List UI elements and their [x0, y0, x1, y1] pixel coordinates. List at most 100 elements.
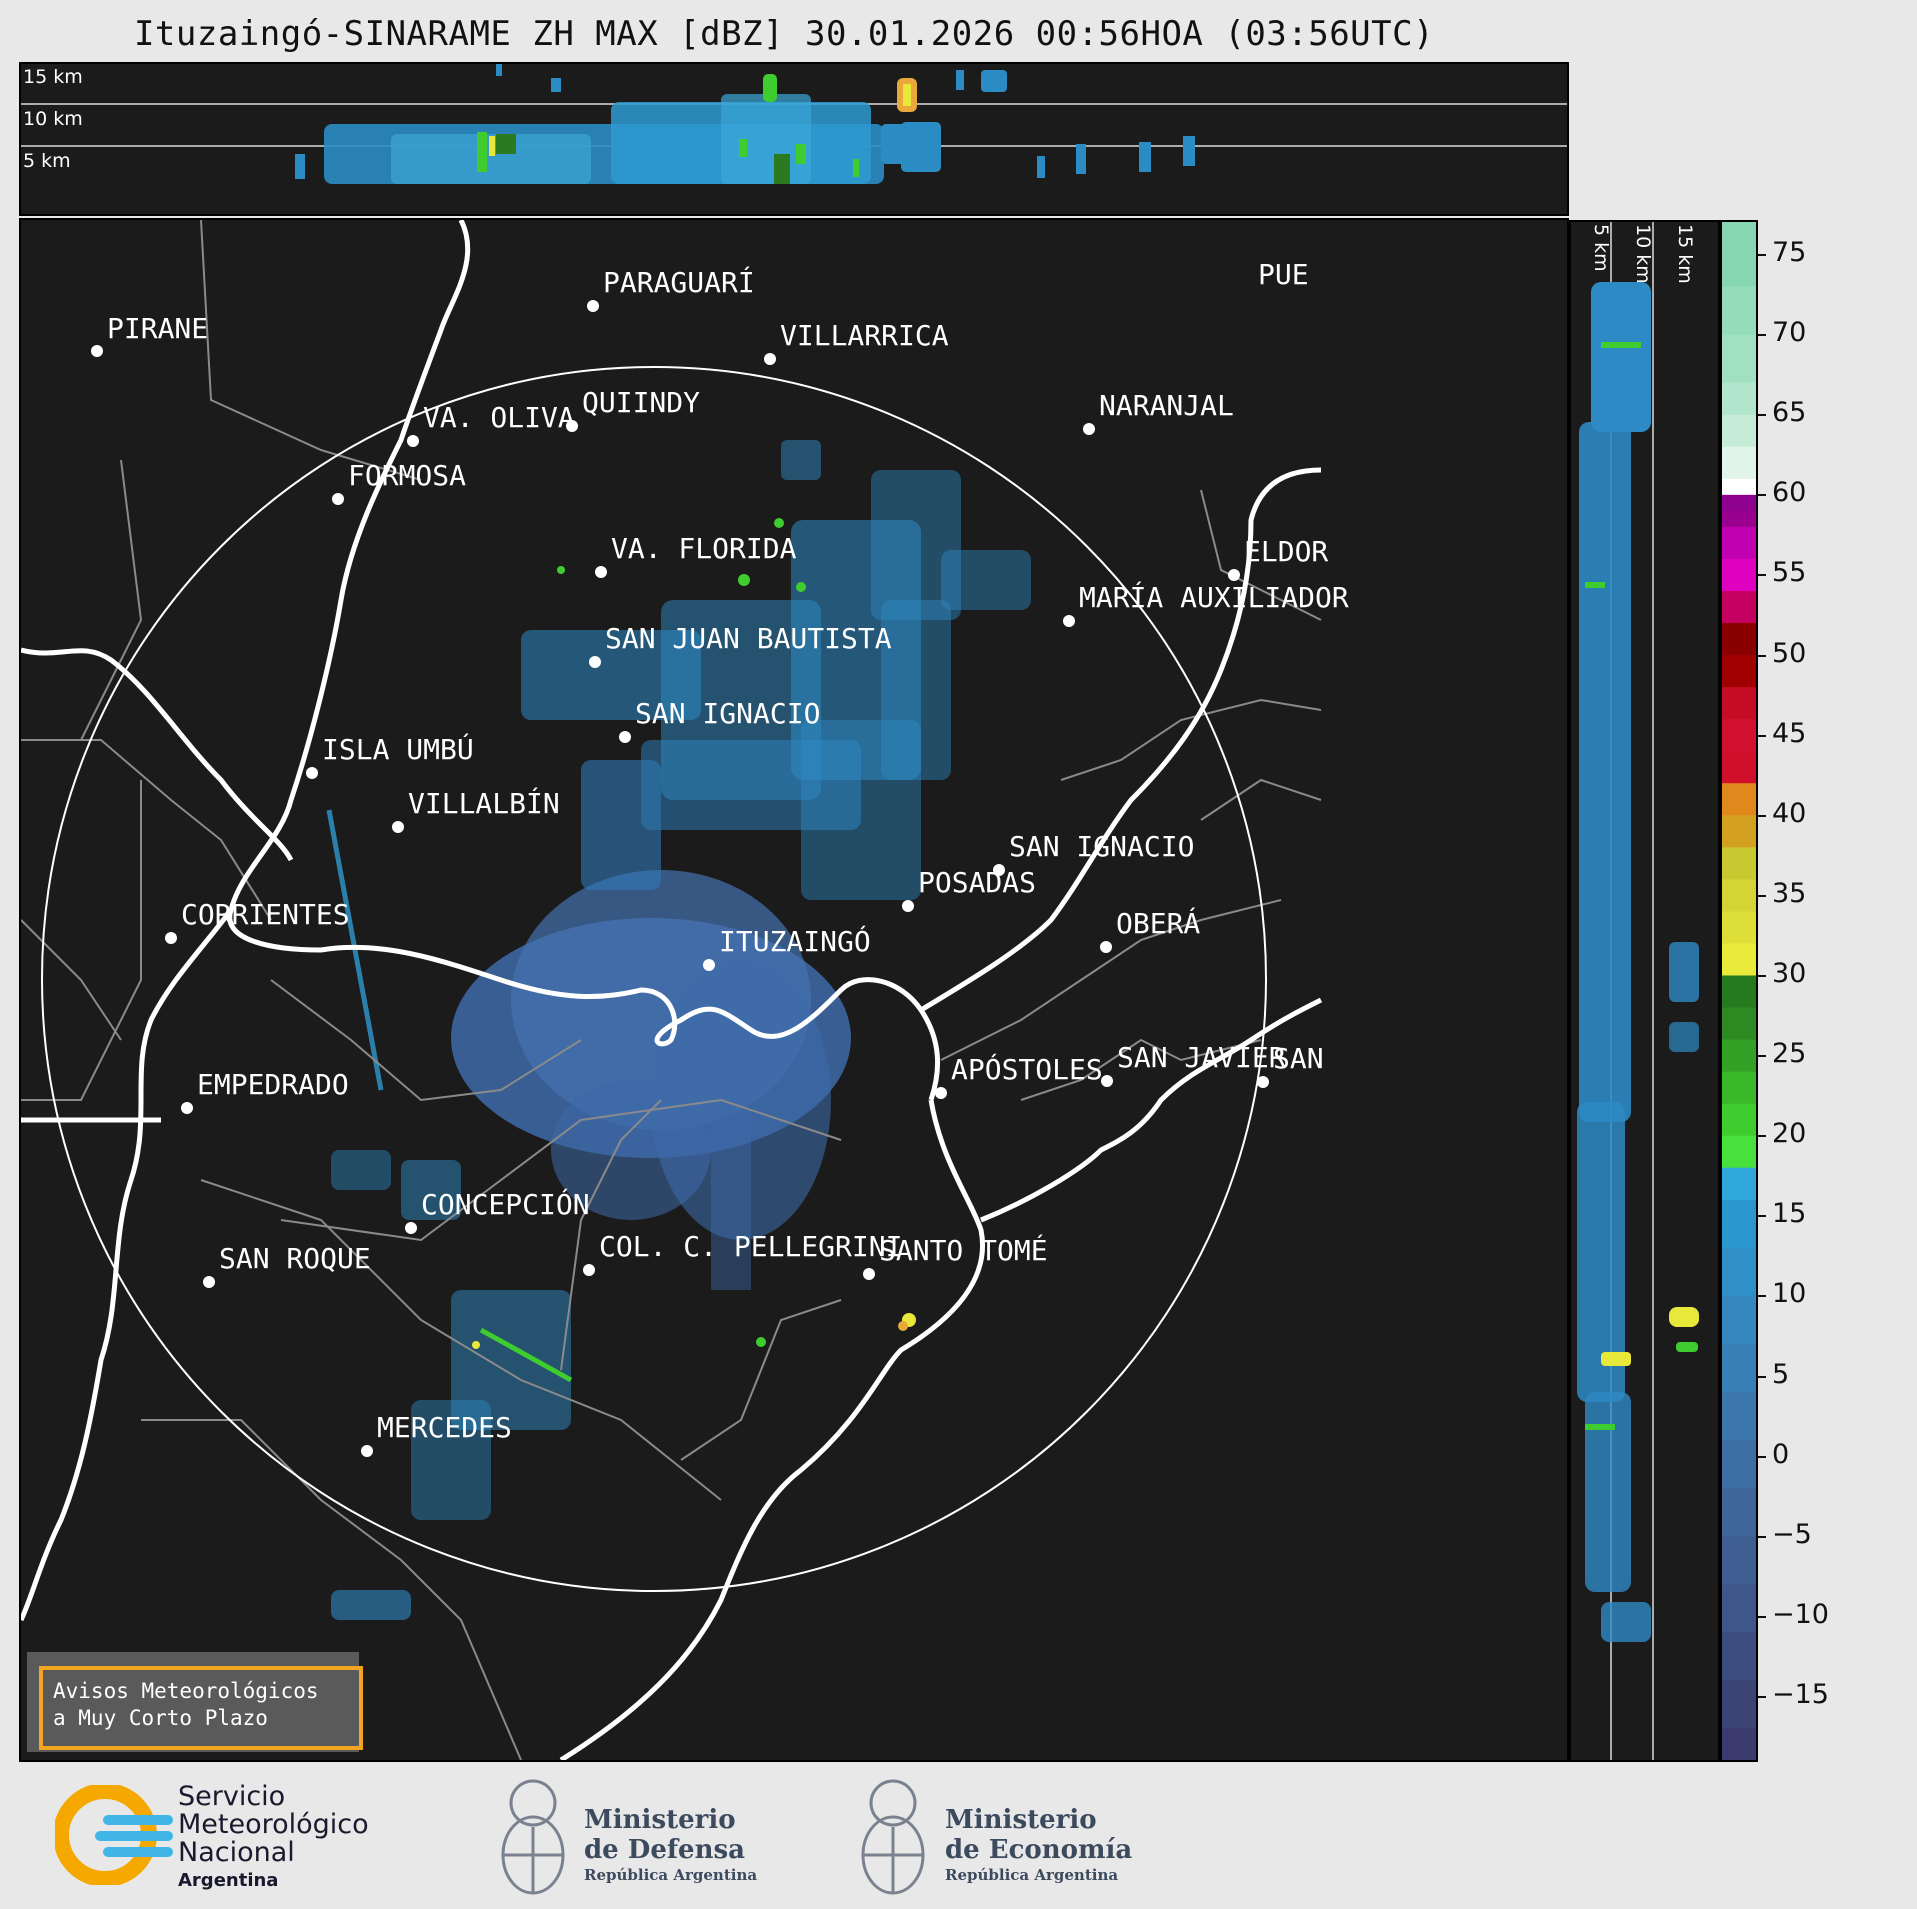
radar-echoes: [326, 440, 1031, 1620]
colorbar-tick-label: 15: [1772, 1198, 1807, 1230]
right-xsec-label-15km: 15 km: [1674, 224, 1696, 284]
colorbar-segment: [1722, 286, 1756, 335]
colorbar: [1720, 220, 1758, 1762]
colorbar-segment: [1722, 750, 1756, 784]
place-label: SANTO TOMÉ: [879, 1233, 1048, 1267]
colorbar-segment: [1722, 622, 1756, 656]
colorbar-tick-label: 5: [1772, 1358, 1790, 1390]
ministerio-defensa: Ministerio de Defensa República Argentin…: [584, 1805, 757, 1885]
colorbar-tick-label: 45: [1772, 717, 1807, 749]
alert-link[interactable]: Avisos Meteorológicos a Muy Corto Plazo: [39, 1666, 363, 1750]
radar-map: PIRANE PARAGUARÍ VILLARRICA QUIINDY VA. …: [19, 218, 1569, 1762]
colorbar-segment: [1722, 526, 1756, 559]
colorbar-segment: [1722, 878, 1756, 912]
colorbar-segment: [1722, 1007, 1756, 1040]
colorbar-tick-label: −10: [1772, 1598, 1829, 1630]
colorbar-segment: [1722, 222, 1756, 287]
colorbar-segment: [1722, 1247, 1756, 1296]
place-label: PUE: [1258, 258, 1309, 291]
colorbar-segment: [1722, 590, 1756, 624]
colorbar-tick-label: −5: [1772, 1518, 1812, 1550]
colorbar-segment: [1722, 558, 1756, 591]
place-label: SAN IGNACIO: [1009, 830, 1194, 863]
defensa-coat-of-arms-icon: [501, 1779, 565, 1895]
place-label: APÓSTOLES: [951, 1052, 1103, 1086]
colorbar-segment: [1722, 942, 1756, 976]
alert-line-2: a Muy Corto Plazo: [53, 1706, 268, 1730]
colorbar-ticks: 75 70 65 60 55 50 45 40 35 30 25 20 15 10 5 0 −5 −10 −15: [1758, 220, 1908, 1762]
colorbar-segment: [1722, 1391, 1756, 1441]
right-cross-section-plot: 5 km 10 km 15 km: [1577, 222, 1699, 1760]
top-xsec-label-15km: 15 km: [23, 66, 83, 88]
colorbar-segment: [1722, 654, 1756, 688]
colorbar-tick-label: 20: [1772, 1118, 1807, 1150]
colorbar-segment: [1722, 782, 1756, 816]
colorbar-segment: [1722, 1199, 1756, 1248]
place-label: SAN: [1273, 1042, 1324, 1075]
defensa-line-1: Ministerio: [584, 1805, 736, 1835]
place-label: PARAGUARÍ: [603, 265, 755, 299]
place-label: OBERÁ: [1116, 906, 1200, 940]
alert-panel[interactable]: Avisos Meteorológicos a Muy Corto Plazo: [27, 1652, 363, 1752]
place-label: CONCEPCIÓN: [421, 1187, 590, 1221]
right-cross-section: 5 km 10 km 15 km: [1569, 220, 1720, 1762]
international-borders: [21, 220, 1323, 1760]
chart-title: Ituzaingó-SINARAME ZH MAX [dBZ] 30.01.20…: [133, 14, 1435, 54]
colorbar-segment: [1722, 1135, 1756, 1168]
right-xsec-label-5km: 5 km: [1590, 224, 1612, 272]
colorbar-segment: [1722, 478, 1756, 495]
place-label: SAN JAVIER: [1117, 1041, 1286, 1074]
colorbar-segment: [1722, 1039, 1756, 1072]
economia-line-3: República Argentina: [945, 1866, 1119, 1884]
colorbar-tick-label: 55: [1772, 557, 1807, 589]
colorbar-tick-label: 75: [1772, 237, 1807, 269]
colorbar-tick-label: 50: [1772, 637, 1807, 669]
economia-line-1: Ministerio: [945, 1805, 1097, 1835]
colorbar-tick-label: 35: [1772, 877, 1807, 909]
colorbar-segment: [1722, 510, 1756, 527]
colorbar-segment: [1722, 1167, 1756, 1200]
place-label: SAN JUAN BAUTISTA: [605, 622, 892, 655]
radar-site-label: ITUZAINGÓ: [719, 924, 871, 958]
top-xsec-label-10km: 10 km: [23, 108, 83, 130]
colorbar-tick-label: 0: [1772, 1438, 1790, 1470]
top-xsec-echoes: [295, 64, 1195, 184]
colorbar-tick-label: 30: [1772, 957, 1807, 989]
smn-name: Servicio Meteorológico Nacional Argentin…: [178, 1783, 369, 1895]
colorbar-segment: [1722, 974, 1756, 1008]
colorbar-segment: [1722, 1103, 1756, 1136]
colorbar-segment: [1722, 718, 1756, 752]
economia-line-2: de Economía: [945, 1835, 1133, 1865]
place-label: VILLARRICA: [780, 319, 949, 352]
colorbar-tick-label: 40: [1772, 797, 1807, 829]
colorbar-segment: [1722, 1535, 1756, 1585]
colorbar-segment: [1722, 414, 1756, 447]
colorbar-gradient: [1722, 222, 1756, 1761]
colorbar-segment: [1722, 1439, 1756, 1489]
province-boundaries: [21, 220, 1322, 1760]
top-xsec-label-5km: 5 km: [23, 150, 71, 172]
colorbar-segment: [1722, 1343, 1756, 1393]
place-label: EMPEDRADO: [197, 1068, 349, 1101]
colorbar-segment: [1722, 910, 1756, 944]
smn-line-1: Servicio: [178, 1781, 286, 1812]
top-cross-section-plot: 15 km 10 km 5 km: [21, 64, 1567, 184]
colorbar-segment: [1722, 814, 1756, 848]
place-label: SAN ROQUE: [219, 1242, 371, 1275]
colorbar-tick-label: 60: [1772, 477, 1807, 509]
place-label: MARÍA AUXILIADOR: [1079, 580, 1349, 614]
radar-map-svg: PIRANE PARAGUARÍ VILLARRICA QUIINDY VA. …: [21, 220, 1349, 1760]
colorbar-segment: [1722, 494, 1756, 511]
ministerio-economia: Ministerio de Economía República Argenti…: [945, 1805, 1132, 1885]
smn-line-2: Meteorológico: [178, 1809, 369, 1840]
place-label: ELDOR: [1244, 535, 1328, 568]
place-label: CORRIENTES: [181, 898, 350, 931]
place-label: QUIINDY: [582, 386, 700, 419]
colorbar-segment: [1722, 846, 1756, 880]
colorbar-segment: [1722, 1679, 1756, 1729]
economia-coat-of-arms-icon: [861, 1779, 925, 1895]
colorbar-tick-label: −15: [1772, 1678, 1829, 1710]
colorbar-segment: [1722, 1295, 1756, 1344]
colorbar-segment: [1722, 1071, 1756, 1104]
place-labels: PIRANE PARAGUARÍ VILLARRICA QUIINDY VA. …: [91, 258, 1349, 1457]
